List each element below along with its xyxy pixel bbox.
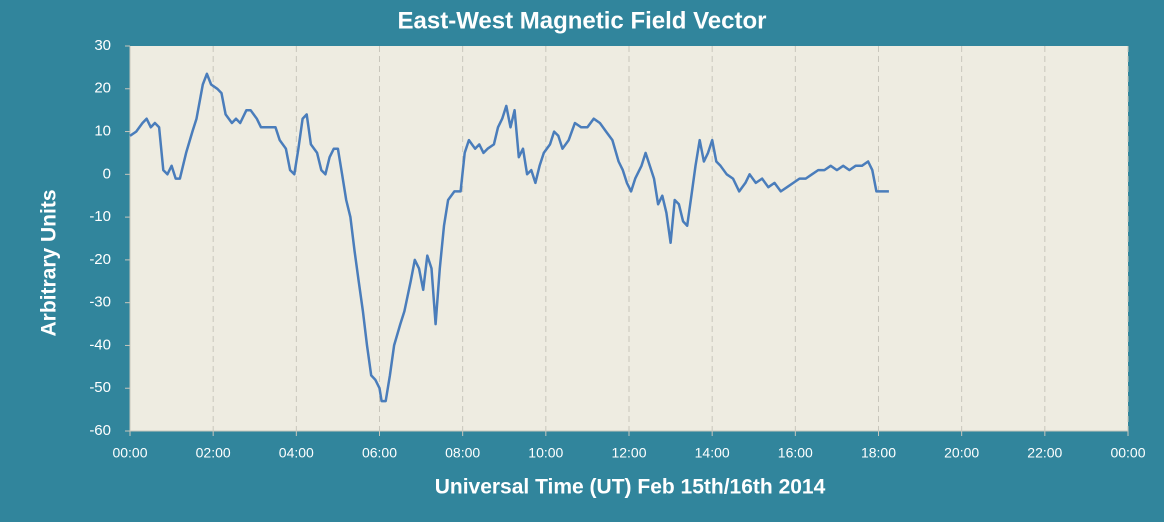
x-tick-label: 06:00 [362, 445, 397, 461]
y-tick-label: -10 [89, 208, 111, 225]
chart-title: East-West Magnetic Field Vector [398, 7, 767, 34]
x-tick-label: 02:00 [196, 445, 231, 461]
y-tick-label: -50 [89, 379, 111, 396]
x-tick-label: 08:00 [445, 445, 480, 461]
x-tick-label: 04:00 [279, 445, 314, 461]
y-tick-label: -30 [89, 294, 111, 311]
y-tick-label: 20 [94, 80, 111, 97]
x-tick-label: 22:00 [1027, 445, 1062, 461]
y-tick-label: 30 [94, 37, 111, 54]
x-tick-label: 12:00 [611, 445, 646, 461]
y-tick-label: 10 [94, 123, 111, 140]
y-tick-label: -40 [89, 336, 111, 353]
x-axis-title: Universal Time (UT) Feb 15th/16th 2014 [435, 476, 826, 499]
x-tick-label: 16:00 [778, 445, 813, 461]
y-tick-label: -20 [89, 251, 111, 268]
x-tick-label: 00:00 [1110, 445, 1145, 461]
x-tick-label: 00:00 [112, 445, 147, 461]
x-tick-label: 10:00 [528, 445, 563, 461]
x-tick-label: 14:00 [695, 445, 730, 461]
data-line [129, 72, 889, 403]
y-tick-label: 0 [103, 165, 111, 182]
y-tick-label: -60 [89, 422, 111, 439]
x-tick-label: 20:00 [944, 445, 979, 461]
x-tick-label: 18:00 [861, 445, 896, 461]
y-axis-title: Arbitrary Units [38, 189, 61, 336]
